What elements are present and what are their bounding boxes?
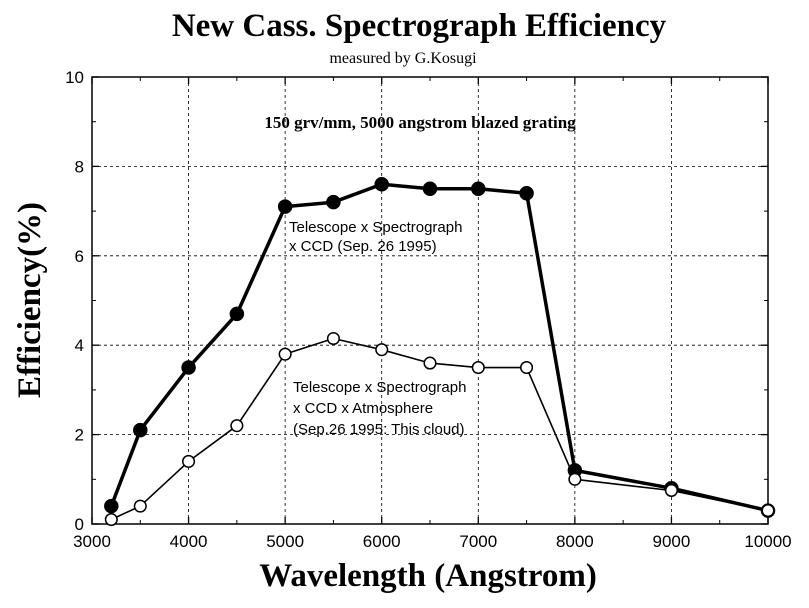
y-tick-label: 4	[75, 336, 84, 355]
series-2-label-line: x CCD x Atmosphere	[293, 400, 433, 417]
x-tick-label: 7000	[459, 532, 497, 551]
y-tick-label: 0	[75, 515, 84, 534]
series-2-point	[104, 512, 118, 527]
series-1-point	[104, 498, 119, 514]
x-tick-label: 3000	[73, 532, 111, 551]
series-1-label: Telescope x Spectrograph x CCD (Sep. 26 …	[289, 219, 462, 255]
chart-annotation: 150 grv/mm, 5000 angstrom blazed grating	[264, 113, 576, 132]
y-tick-label: 8	[75, 157, 84, 176]
series-2-point	[133, 499, 147, 513]
series-1-label-line: Telescope x Spectrograph	[289, 219, 462, 236]
y-axis-label: Efficiency(%)	[12, 202, 48, 398]
series-layer	[104, 177, 776, 527]
x-tick-label: 5000	[266, 532, 304, 551]
series-2-point	[326, 331, 340, 346]
y-tick-label: 2	[75, 426, 84, 445]
series-1-label-line: x CCD (Sep. 26 1995)	[289, 238, 437, 255]
series-1-point	[374, 177, 389, 192]
series-1-point	[471, 181, 486, 196]
y-axis-ticks: 0 2 4 6 8 10	[65, 68, 768, 534]
series-1-point	[133, 422, 148, 438]
x-tick-label: 4000	[170, 532, 208, 551]
series-2-point	[520, 361, 534, 375]
y-tick-label: 10	[65, 68, 84, 87]
series-1-point	[326, 194, 341, 210]
series-1-point	[229, 306, 245, 322]
series-2-point	[230, 419, 244, 433]
series-2-label: Telescope x Spectrograph x CCD x Atmosph…	[293, 379, 466, 438]
series-2-point	[182, 454, 196, 468]
series-1-point	[422, 181, 438, 196]
series-2-point	[761, 504, 775, 518]
series-2-point	[375, 343, 389, 357]
x-axis-ticks: 3000 4000 5000 6000 7000 8000 9000 10000	[73, 77, 792, 551]
series-2-point	[568, 472, 582, 486]
series-1-point	[277, 199, 293, 214]
grid	[92, 77, 768, 524]
series-2-point	[278, 347, 292, 361]
x-tick-label: 8000	[556, 532, 594, 551]
x-tick-label: 6000	[363, 532, 401, 551]
series-2-point	[423, 356, 437, 370]
series-1-point	[181, 360, 196, 375]
series-2-label-line: (Sep.26 1995: This cloud)	[293, 421, 465, 438]
chart-subtitle: measured by G.Kosugi	[329, 50, 477, 67]
series-2-point	[664, 483, 678, 498]
x-axis-label: Wavelength (Angstrom)	[259, 558, 597, 594]
x-tick-label: 9000	[653, 532, 691, 551]
series-1-point	[519, 185, 534, 201]
chart-title: New Cass. Spectrograph Efficiency	[172, 8, 667, 44]
series-2-point	[471, 361, 485, 375]
y-tick-label: 6	[75, 247, 84, 266]
series-2-label-line: Telescope x Spectrograph	[293, 379, 466, 396]
x-tick-label: 10000	[744, 532, 791, 551]
series-2	[104, 331, 775, 527]
